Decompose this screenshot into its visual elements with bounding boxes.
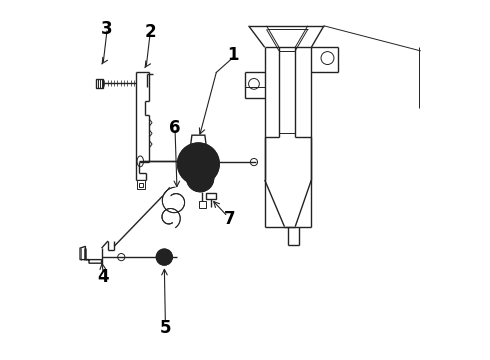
Text: 1: 1	[227, 46, 238, 64]
Text: 6: 6	[170, 119, 181, 137]
Bar	[139, 183, 143, 187]
Text: 3: 3	[101, 20, 113, 38]
Text: 4: 4	[98, 268, 109, 286]
Circle shape	[177, 143, 219, 185]
Bar	[96, 79, 103, 87]
Bar	[137, 180, 146, 189]
FancyBboxPatch shape	[205, 193, 216, 199]
Text: 7: 7	[224, 211, 236, 229]
Polygon shape	[191, 135, 206, 148]
Circle shape	[156, 249, 172, 265]
Text: 2: 2	[144, 23, 156, 41]
Circle shape	[185, 148, 212, 176]
Circle shape	[187, 165, 214, 192]
Text: 5: 5	[160, 319, 171, 337]
Bar	[199, 201, 206, 208]
